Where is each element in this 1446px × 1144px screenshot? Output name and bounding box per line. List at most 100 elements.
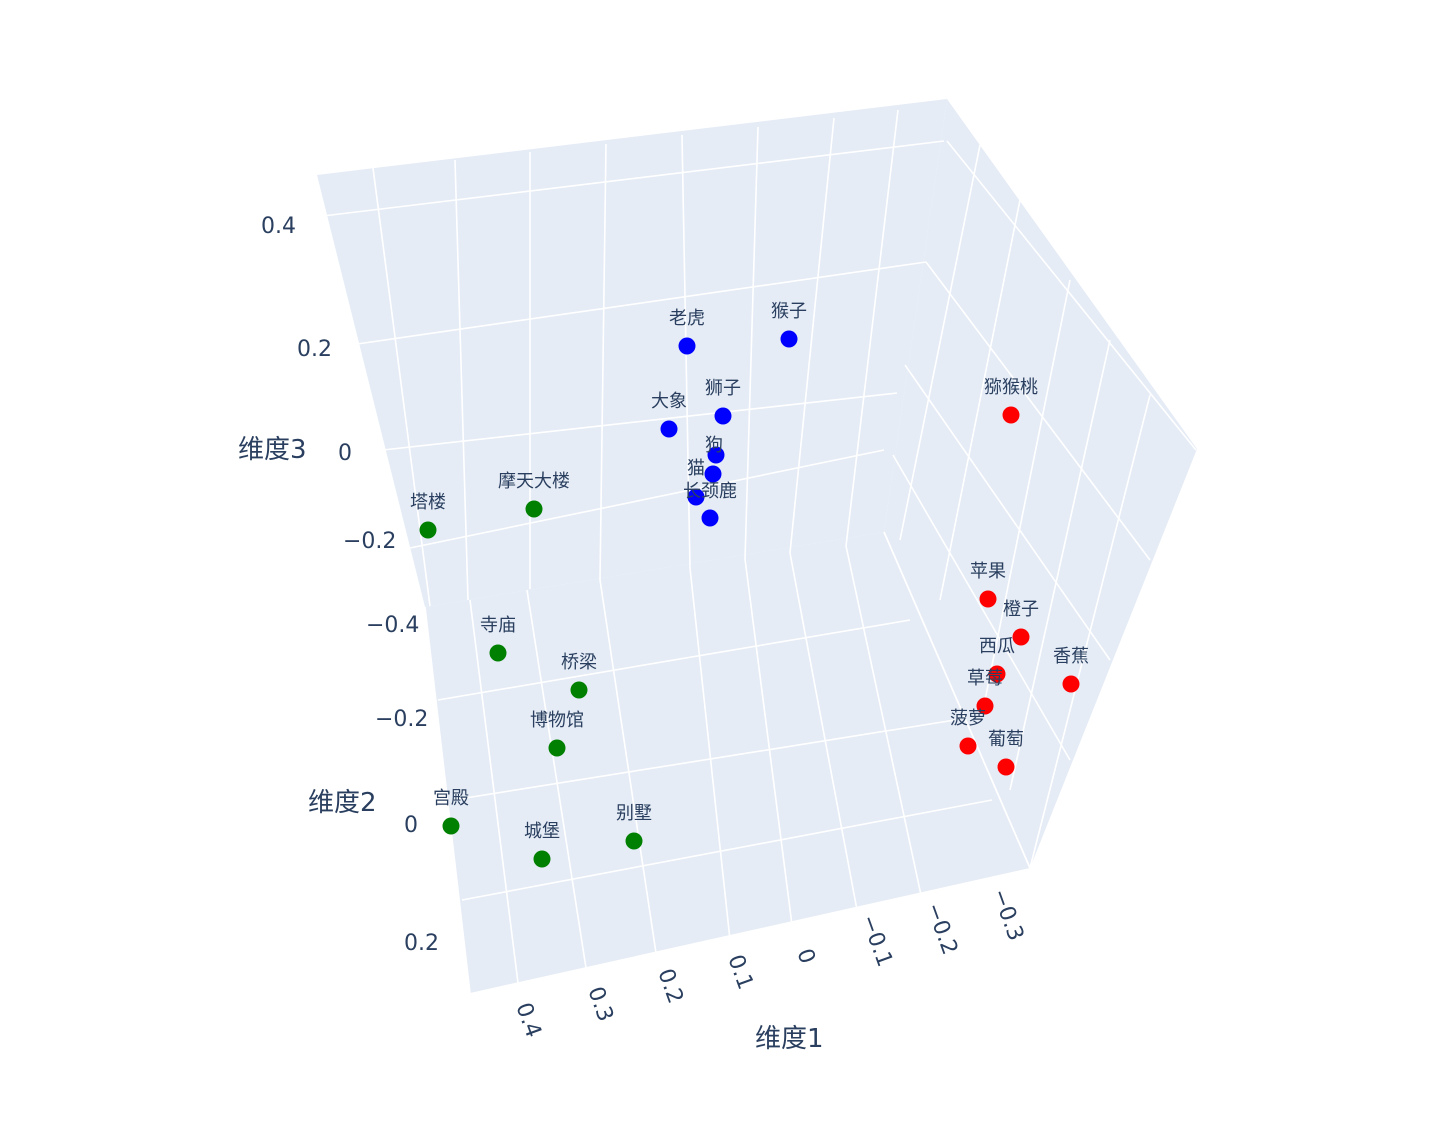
data-point[interactable]: 猴子: [771, 301, 807, 348]
point-label: 菠萝: [950, 708, 986, 729]
grid-line: [892, 454, 1071, 761]
grid-line: [356, 261, 927, 345]
point-label: 苹果: [970, 561, 1006, 582]
data-point[interactable]: 菠萝: [950, 708, 986, 755]
data-point[interactable]: 桥梁: [561, 652, 597, 699]
grid-line: [744, 558, 793, 926]
grid-line: [409, 449, 885, 549]
y-tick-label: 0.2: [404, 931, 439, 956]
grid-line: [424, 606, 471, 994]
point-marker[interactable]: [687, 488, 705, 506]
point-marker[interactable]: [976, 697, 994, 715]
point-marker[interactable]: [533, 850, 551, 868]
point-marker[interactable]: [959, 737, 977, 755]
point-marker[interactable]: [988, 665, 1006, 683]
point-marker[interactable]: [1012, 628, 1030, 646]
data-point[interactable]: 城堡: [524, 821, 560, 868]
grid-line: [883, 531, 1031, 869]
back-pane: [317, 99, 947, 607]
data-point[interactable]: [701, 509, 719, 527]
grid-line: [845, 545, 922, 896]
data-point[interactable]: 草莓: [967, 668, 1003, 715]
z-tick-label: 0.4: [261, 214, 296, 239]
data-point[interactable]: 宫殿: [433, 788, 469, 835]
grid-line: [899, 144, 981, 541]
point-marker[interactable]: [678, 337, 696, 355]
grid-line: [1009, 339, 1111, 791]
point-label: 桥梁: [561, 652, 597, 673]
data-point[interactable]: 葡萄: [988, 729, 1024, 776]
point-marker[interactable]: [701, 509, 719, 527]
data-point[interactable]: 寺庙: [480, 615, 516, 662]
point-label: 长颈鹿: [683, 481, 737, 502]
z-axis-ticks: 0.4 0.2 0 −0.2: [261, 214, 396, 554]
data-point[interactable]: 老虎: [669, 308, 705, 355]
data-point[interactable]: 大象: [651, 391, 687, 438]
point-label: 别墅: [616, 803, 652, 824]
point-label: 狗: [705, 435, 723, 456]
grid-line: [689, 567, 731, 941]
grid-line: [744, 126, 759, 560]
grid-line: [437, 619, 911, 701]
point-label: 猫: [687, 458, 705, 479]
y-tick-label: 0: [404, 813, 418, 838]
data-point[interactable]: 狗: [705, 435, 725, 464]
data-point[interactable]: 苹果: [970, 561, 1006, 608]
point-marker[interactable]: [660, 420, 678, 438]
point-label: 香蕉: [1053, 646, 1089, 667]
x-tick-label: −0.3: [986, 886, 1028, 945]
point-label: 西瓜: [979, 636, 1015, 657]
point-label: 寺庙: [480, 615, 516, 636]
data-point[interactable]: 博物馆: [530, 710, 584, 757]
z-tick-label: 0.2: [297, 337, 332, 362]
data-point[interactable]: 狮子: [705, 378, 741, 425]
data-point[interactable]: 橙子: [1003, 599, 1039, 646]
y-axis-ticks: −0.4 −0.2 0 0.2: [366, 613, 439, 956]
point-label: 葡萄: [988, 729, 1024, 750]
data-point[interactable]: 香蕉: [1053, 646, 1089, 693]
grid-line: [925, 261, 1151, 561]
grid-line: [946, 140, 1197, 451]
point-marker[interactable]: [1062, 675, 1080, 693]
data-point[interactable]: 猫: [687, 458, 722, 483]
point-marker[interactable]: [714, 407, 732, 425]
grid-line: [599, 579, 657, 954]
point-marker[interactable]: [1002, 406, 1020, 424]
grid-line: [461, 799, 993, 901]
data-point[interactable]: 塔楼: [410, 492, 446, 539]
y-tick-label: −0.4: [366, 613, 419, 638]
point-label: 博物馆: [530, 710, 584, 731]
data-point[interactable]: 长颈鹿: [683, 481, 737, 506]
point-label: 摩天大楼: [498, 471, 570, 492]
x-tick-label: 0.4: [510, 1000, 545, 1041]
grid-line: [789, 552, 858, 911]
point-marker[interactable]: [419, 521, 437, 539]
data-point[interactable]: 猕猴桃: [984, 377, 1038, 424]
grid-line: [939, 199, 1021, 601]
data-point[interactable]: 摩天大楼: [498, 471, 570, 518]
point-marker[interactable]: [489, 644, 507, 662]
point-marker[interactable]: [442, 817, 460, 835]
point-label: 猕猴桃: [984, 377, 1038, 398]
point-marker[interactable]: [570, 681, 588, 699]
x-tick-label: 0.3: [582, 984, 617, 1025]
point-marker[interactable]: [548, 739, 566, 757]
data-point[interactable]: 西瓜: [979, 636, 1015, 683]
x-tick-label: −0.1: [855, 912, 897, 971]
grid-line: [599, 143, 607, 581]
grid-line: [845, 109, 899, 547]
point-marker[interactable]: [979, 590, 997, 608]
point-marker[interactable]: [704, 465, 722, 483]
point-marker[interactable]: [780, 330, 798, 348]
point-marker[interactable]: [525, 500, 543, 518]
data-point[interactable]: 别墅: [616, 803, 652, 850]
point-marker[interactable]: [625, 832, 643, 850]
x-axis-title: 维度1: [755, 1024, 824, 1054]
point-marker[interactable]: [997, 758, 1015, 776]
grid-line: [789, 117, 835, 554]
grid-line: [904, 364, 1111, 661]
point-marker[interactable]: [707, 446, 725, 464]
